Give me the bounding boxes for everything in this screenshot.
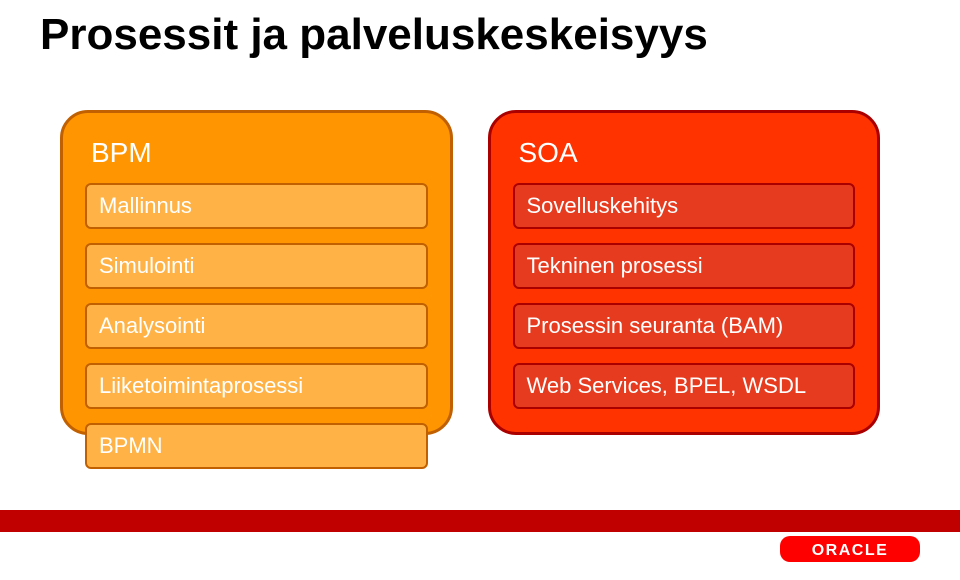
left-panel-header: BPM: [91, 137, 428, 169]
left-panel: BPM Mallinnus Simulointi Analysointi Lii…: [60, 110, 453, 435]
left-item: Simulointi: [85, 243, 428, 289]
page-title: Prosessit ja palveluskeskeisyys: [40, 10, 708, 60]
right-item: Tekninen prosessi: [513, 243, 856, 289]
right-panel: SOA Sovelluskehitys Tekninen prosessi Pr…: [488, 110, 881, 435]
footer-bar: [0, 510, 960, 532]
left-item: Analysointi: [85, 303, 428, 349]
left-item: Liiketoimintaprosessi: [85, 363, 428, 409]
right-item: Sovelluskehitys: [513, 183, 856, 229]
left-item: BPMN: [85, 423, 428, 469]
left-item: Mallinnus: [85, 183, 428, 229]
logo-text: ORACLE: [812, 542, 889, 559]
diagram-container: BPM Mallinnus Simulointi Analysointi Lii…: [60, 110, 880, 435]
right-item: Prosessin seuranta (BAM): [513, 303, 856, 349]
right-panel-header: SOA: [519, 137, 856, 169]
slide: Prosessit ja palveluskeskeisyys BPM Mall…: [0, 0, 960, 580]
oracle-logo: ORACLE: [780, 536, 920, 562]
right-item: Web Services, BPEL, WSDL: [513, 363, 856, 409]
